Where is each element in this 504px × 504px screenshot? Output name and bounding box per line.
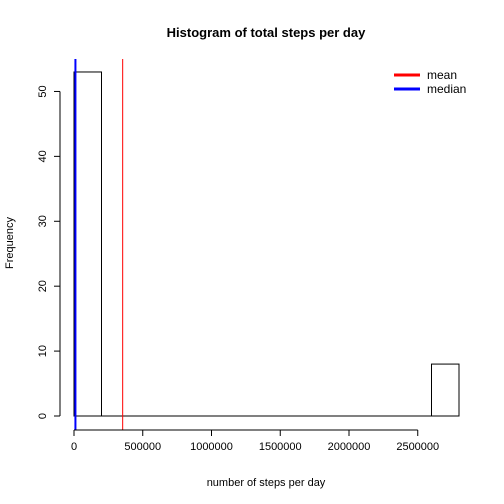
x-tick-label: 2500000 <box>396 441 439 453</box>
x-tick-label: 500000 <box>124 441 161 453</box>
legend-label-median: median <box>427 82 466 96</box>
y-tick-label: 30 <box>37 215 49 227</box>
x-axis: 0 500000 1000000 1500000 2000000 2500000 <box>71 429 439 453</box>
y-tick-label: 10 <box>37 345 49 357</box>
histogram-bar-0 <box>73 71 102 417</box>
chart-title: Histogram of total steps per day <box>167 25 366 40</box>
y-tick-label: 20 <box>37 280 49 292</box>
histogram-bars <box>73 71 460 417</box>
reference-lines <box>74 59 124 430</box>
y-tick-label: 40 <box>37 150 49 162</box>
x-tick-label: 0 <box>71 441 77 453</box>
y-tick-label: 0 <box>37 413 49 419</box>
y-axis: 0 10 20 30 40 50 <box>37 85 61 419</box>
y-axis-label: Frequency <box>4 217 16 269</box>
x-tick-label: 1000000 <box>190 441 233 453</box>
y-tick-label: 50 <box>37 85 49 97</box>
histogram-bar-13 <box>431 363 460 417</box>
x-tick-label: 2000000 <box>328 441 371 453</box>
legend-label-mean: mean <box>427 68 457 82</box>
x-tick-label: 1500000 <box>259 441 302 453</box>
x-axis-label: number of steps per day <box>207 477 326 489</box>
